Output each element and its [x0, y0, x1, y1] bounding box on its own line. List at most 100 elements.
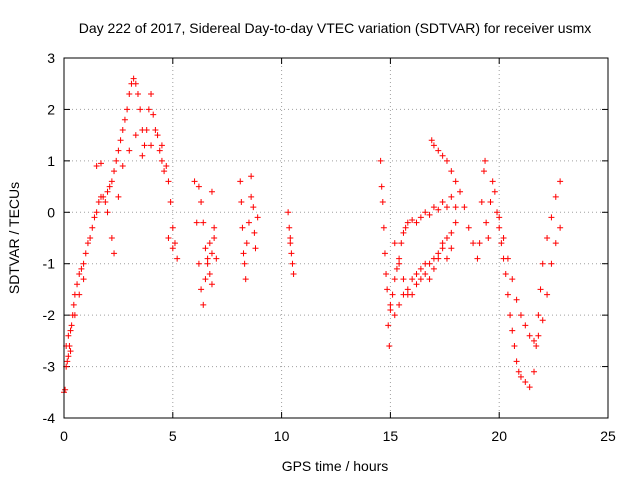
data-point-marker: [428, 137, 435, 144]
data-point-marker: [435, 250, 442, 257]
data-point-marker: [84, 240, 91, 247]
data-point-marker: [102, 199, 109, 205]
data-point-marker: [557, 178, 564, 185]
data-point-marker: [62, 386, 69, 393]
data-point-marker: [104, 209, 111, 216]
data-point-marker: [409, 291, 416, 298]
data-point-marker: [422, 209, 429, 216]
data-point-marker: [491, 188, 498, 195]
data-point-marker: [93, 209, 100, 216]
data-point-marker: [202, 245, 209, 252]
data-point-marker: [537, 286, 544, 293]
data-point-marker: [68, 322, 75, 329]
data-point-marker: [426, 260, 433, 267]
data-point-marker: [288, 250, 295, 257]
data-point-marker: [387, 307, 394, 313]
data-point-marker: [498, 240, 505, 247]
data-point-marker: [242, 276, 249, 283]
y-axis-label: SDTVAR / TECUs: [6, 182, 22, 294]
x-tick-label: 20: [491, 428, 507, 444]
y-tick-label: -1: [43, 256, 56, 272]
chart-title: Day 222 of 2017, Sidereal Day-to-day VTE…: [79, 20, 592, 36]
data-point-marker: [448, 245, 455, 252]
data-point-marker: [238, 199, 245, 205]
data-point-marker: [435, 206, 442, 213]
data-point-marker: [435, 147, 442, 154]
data-point-marker: [148, 91, 155, 97]
data-point-marker: [65, 353, 72, 360]
data-point-marker: [517, 373, 524, 380]
data-point-marker: [165, 178, 172, 185]
data-point-marker: [239, 224, 246, 231]
data-point-marker: [111, 168, 118, 175]
data-point-marker: [241, 260, 248, 267]
data-point-marker: [522, 322, 529, 329]
data-point-marker: [161, 168, 168, 175]
data-point-marker: [286, 224, 293, 231]
data-point-marker: [417, 214, 424, 221]
x-tick-label: 10: [274, 428, 290, 444]
data-point-marker: [400, 229, 407, 236]
data-point-marker: [417, 265, 424, 272]
data-point-marker: [211, 235, 218, 241]
data-point-marker: [71, 312, 78, 319]
data-point-marker: [208, 250, 215, 257]
data-point-marker: [443, 255, 450, 262]
data-point-marker: [67, 348, 74, 355]
data-point-marker: [526, 332, 533, 339]
data-point-marker: [254, 214, 261, 221]
data-point-marker: [381, 250, 388, 257]
plot-frame: [63, 57, 609, 419]
data-point-marker: [97, 160, 104, 167]
x-tick-label: 25: [600, 428, 616, 444]
data-point-marker: [132, 132, 139, 139]
data-point-marker: [533, 343, 540, 349]
data-point-marker: [552, 193, 559, 200]
data-point-marker: [237, 178, 244, 185]
data-point-marker: [204, 260, 211, 267]
data-point-marker: [108, 178, 115, 185]
data-point-marker: [211, 224, 218, 231]
data-point-marker: [134, 91, 141, 97]
data-point-marker: [252, 245, 259, 252]
data-point-marker: [193, 219, 200, 226]
data-point-marker: [104, 188, 111, 195]
data-point-marker: [557, 224, 564, 231]
data-point-marker: [206, 271, 213, 277]
data-point-marker: [152, 127, 159, 133]
data-point-marker: [202, 276, 209, 283]
data-point-marker: [195, 183, 202, 190]
data-point-marker: [191, 178, 198, 185]
data-point-marker: [439, 199, 446, 205]
data-point-marker: [91, 214, 98, 221]
data-point-marker: [126, 147, 133, 154]
data-point-marker: [250, 204, 257, 211]
data-point-marker: [248, 173, 255, 180]
y-tick-label: -4: [43, 410, 56, 426]
data-point-marker: [404, 219, 411, 226]
data-point-marker: [206, 240, 213, 247]
data-point-marker: [290, 271, 297, 277]
data-point-marker: [548, 260, 555, 267]
data-point-marker: [430, 204, 437, 211]
data-point-marker: [119, 163, 126, 169]
data-point-marker: [113, 157, 120, 164]
data-point-marker: [119, 127, 126, 133]
data-point-marker: [409, 276, 416, 283]
x-tick-label: 5: [169, 428, 177, 444]
data-point-marker: [511, 343, 518, 349]
data-point-marker: [535, 312, 542, 319]
data-point-marker: [404, 286, 411, 293]
data-point-marker: [171, 240, 178, 247]
data-point-marker: [430, 142, 437, 149]
data-point-marker: [539, 317, 546, 324]
data-point-marker: [87, 235, 94, 241]
data-point-marker: [251, 229, 258, 236]
data-point-marker: [504, 255, 511, 262]
data-point-marker: [391, 240, 398, 247]
data-point-marker: [240, 250, 247, 257]
data-point-marker: [513, 296, 520, 303]
x-axis-label: GPS time / hours: [282, 458, 389, 474]
data-point-marker: [509, 276, 516, 283]
data-point-marker: [174, 255, 181, 262]
